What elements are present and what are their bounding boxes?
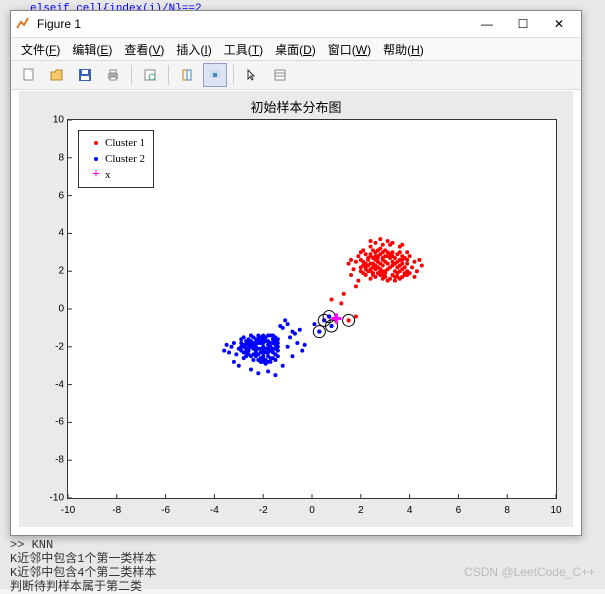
minimize-button[interactable]: — — [469, 13, 505, 35]
window-title: Figure 1 — [37, 17, 469, 31]
menu-i[interactable]: 插入(I) — [170, 41, 217, 58]
legend: Cluster 1Cluster 2+x — [78, 130, 154, 188]
menu-f[interactable]: 文件(F) — [15, 41, 66, 58]
menu-bar: 文件(F)编辑(E)查看(V)插入(I)工具(T)桌面(D)窗口(W)帮助(H) — [11, 38, 581, 60]
menu-d[interactable]: 桌面(D) — [269, 41, 322, 58]
link-icon[interactable] — [175, 63, 199, 87]
open-icon[interactable] — [45, 63, 69, 87]
print-preview-icon[interactable] — [138, 63, 162, 87]
plot-area: 初始样本分布图 Cluster 1Cluster 2+x -10-8-6-4-2… — [19, 91, 573, 527]
watermark: CSDN @LeetCode_C++ — [464, 565, 595, 579]
axes: Cluster 1Cluster 2+x -10-8-6-4-20246810-… — [67, 119, 557, 499]
datatip-icon[interactable] — [203, 63, 227, 87]
legend-row: Cluster 2 — [87, 151, 145, 167]
chart-title: 初始样本分布图 — [19, 91, 573, 116]
maximize-button[interactable]: ☐ — [505, 13, 541, 35]
menu-e[interactable]: 编辑(E) — [66, 41, 118, 58]
new-icon[interactable] — [17, 63, 41, 87]
print-icon[interactable] — [101, 63, 125, 87]
save-icon[interactable] — [73, 63, 97, 87]
legend-row: +x — [87, 167, 145, 183]
matlab-icon — [15, 16, 31, 32]
menu-w[interactable]: 窗口(W) — [322, 41, 377, 58]
close-button[interactable]: ✕ — [541, 13, 577, 35]
menu-v[interactable]: 查看(V) — [118, 41, 170, 58]
inspector-icon[interactable] — [268, 63, 292, 87]
legend-row: Cluster 1 — [87, 135, 145, 151]
figure-window: Figure 1 — ☐ ✕ 文件(F)编辑(E)查看(V)插入(I)工具(T)… — [10, 10, 582, 536]
pointer-icon[interactable] — [240, 63, 264, 87]
title-bar: Figure 1 — ☐ ✕ — [11, 11, 581, 38]
menu-h[interactable]: 帮助(H) — [377, 41, 430, 58]
tool-bar — [11, 60, 581, 90]
menu-t[interactable]: 工具(T) — [218, 41, 269, 58]
